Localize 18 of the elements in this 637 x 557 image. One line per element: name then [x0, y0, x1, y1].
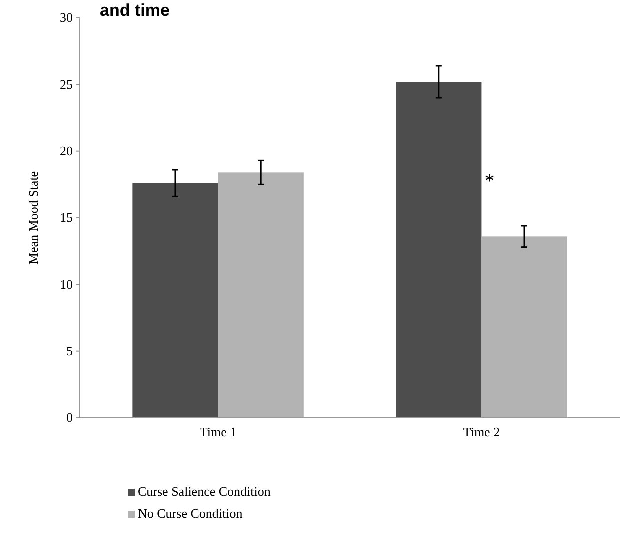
y-tick-label: 0 [66, 410, 73, 426]
y-axis-title: Mean Mood State [26, 171, 41, 265]
legend-label: Curse Salience Condition [138, 484, 272, 499]
bar [218, 172, 304, 418]
chart-title: and time [100, 1, 170, 20]
annotation: * [484, 170, 495, 192]
bar [482, 236, 568, 418]
y-tick-label: 30 [60, 10, 73, 26]
y-tick-label: 20 [60, 143, 73, 158]
y-tick-label: 10 [60, 276, 73, 292]
legend-label: No Curse Condition [138, 506, 244, 521]
bar [396, 82, 482, 418]
y-tick-label: 25 [60, 76, 73, 92]
x-tick-label: Time 1 [200, 424, 237, 440]
bar [132, 183, 218, 418]
x-tick-label: Time 2 [463, 424, 500, 440]
y-tick-label: 5 [66, 343, 73, 358]
y-tick-label: 15 [60, 210, 73, 226]
